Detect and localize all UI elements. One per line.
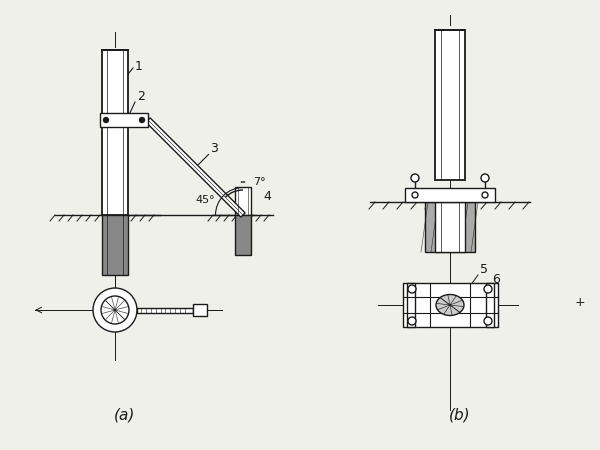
Bar <box>102 50 128 215</box>
Circle shape <box>139 117 145 122</box>
Circle shape <box>408 317 416 325</box>
Circle shape <box>93 288 137 332</box>
Text: 3: 3 <box>211 143 218 156</box>
Text: 4: 4 <box>263 190 271 203</box>
Bar <box>425 202 475 252</box>
Bar <box>435 202 465 252</box>
Circle shape <box>408 285 416 293</box>
Circle shape <box>411 174 419 182</box>
Text: 45°: 45° <box>195 195 215 205</box>
Bar <box>407 283 415 327</box>
Bar <box>235 215 251 255</box>
Bar <box>137 307 193 312</box>
Bar <box>403 283 497 327</box>
Text: 2: 2 <box>137 90 145 103</box>
Text: 1: 1 <box>135 60 143 73</box>
Circle shape <box>104 117 109 122</box>
Circle shape <box>484 317 492 325</box>
Circle shape <box>412 192 418 198</box>
Ellipse shape <box>436 294 464 315</box>
Text: +: + <box>575 296 586 309</box>
Text: 7°: 7° <box>253 177 266 187</box>
Bar <box>102 215 128 275</box>
Text: 5: 5 <box>480 263 488 276</box>
Circle shape <box>482 192 488 198</box>
Text: 6: 6 <box>492 273 500 286</box>
Circle shape <box>481 174 489 182</box>
Text: (a): (a) <box>115 408 136 423</box>
Polygon shape <box>146 118 245 217</box>
Circle shape <box>484 285 492 293</box>
Bar <box>235 187 251 215</box>
Text: (b): (b) <box>449 408 471 423</box>
Bar <box>485 283 493 327</box>
Bar <box>405 188 495 202</box>
Bar <box>100 113 148 127</box>
Circle shape <box>101 296 129 324</box>
Bar <box>435 30 465 180</box>
Bar <box>193 304 207 316</box>
